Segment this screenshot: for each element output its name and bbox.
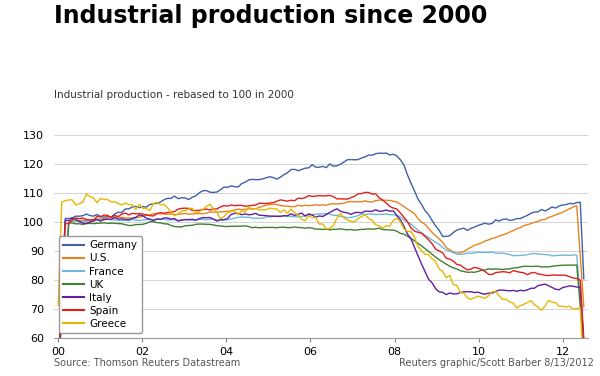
Greece [55,303,62,308]
Line: Germany: Germany [58,153,584,367]
Italy [263,214,270,218]
France [323,211,330,216]
France [355,213,362,218]
Spain [227,203,235,207]
UK [580,346,587,350]
Legend: Germany, U.S., France, UK, Italy, Spain, Greece: Germany, U.S., France, UK, Italy, Spain,… [59,236,142,333]
France [227,217,235,221]
Spain [330,194,337,199]
Line: Greece: Greece [58,194,584,372]
UK [355,227,362,232]
UK [333,227,340,232]
Germany [263,176,270,180]
Germany [492,218,499,222]
France [333,213,340,217]
Italy [492,289,499,294]
Germany [227,183,235,188]
U.S. [263,203,270,207]
Line: UK: UK [58,221,584,367]
Text: Reuters graphic/Scott Barber 8/13/2012: Reuters graphic/Scott Barber 8/13/2012 [399,358,594,368]
Italy [330,208,337,213]
Spain [55,367,62,371]
Greece [83,192,90,196]
Line: France: France [58,214,584,368]
Italy [421,269,428,274]
U.S. [55,365,62,370]
UK [421,246,428,251]
U.S. [227,209,235,213]
Line: Spain: Spain [58,193,584,369]
U.S. [379,198,386,202]
Germany [383,151,390,155]
Text: Industrial production - rebased to 100 in 2000: Industrial production - rebased to 100 i… [54,90,294,100]
Spain [421,234,428,239]
Greece [355,216,362,221]
Germany [351,158,358,162]
Germany [330,164,337,168]
France [263,215,270,219]
U.S. [330,202,337,206]
UK [492,267,499,271]
Italy [580,342,587,347]
Greece [266,206,274,210]
France [421,233,428,237]
Spain [492,270,499,275]
Germany [421,208,428,213]
Spain [263,201,270,206]
Italy [55,365,62,370]
France [492,251,499,255]
Greece [333,216,340,220]
UK [146,219,154,224]
Greece [580,370,587,374]
France [580,339,587,343]
UK [231,224,238,229]
U.S. [421,222,428,227]
U.S. [492,235,499,240]
France [55,365,62,370]
Italy [355,210,362,215]
Text: Source: Thomson Reuters Datastream: Source: Thomson Reuters Datastream [54,358,240,368]
Greece [231,209,238,213]
Line: Italy: Italy [58,209,584,367]
U.S. [351,200,358,204]
Spain [580,336,587,340]
UK [55,365,62,370]
Line: U.S.: U.S. [58,200,584,367]
U.S. [580,304,587,309]
Germany [55,365,62,369]
UK [266,225,274,230]
Text: Industrial production since 2000: Industrial production since 2000 [54,4,487,28]
Greece [421,252,428,256]
Greece [492,289,499,294]
Germany [580,276,587,281]
Italy [227,212,235,217]
Spain [351,194,358,199]
Spain [361,190,368,195]
Italy [333,206,340,211]
